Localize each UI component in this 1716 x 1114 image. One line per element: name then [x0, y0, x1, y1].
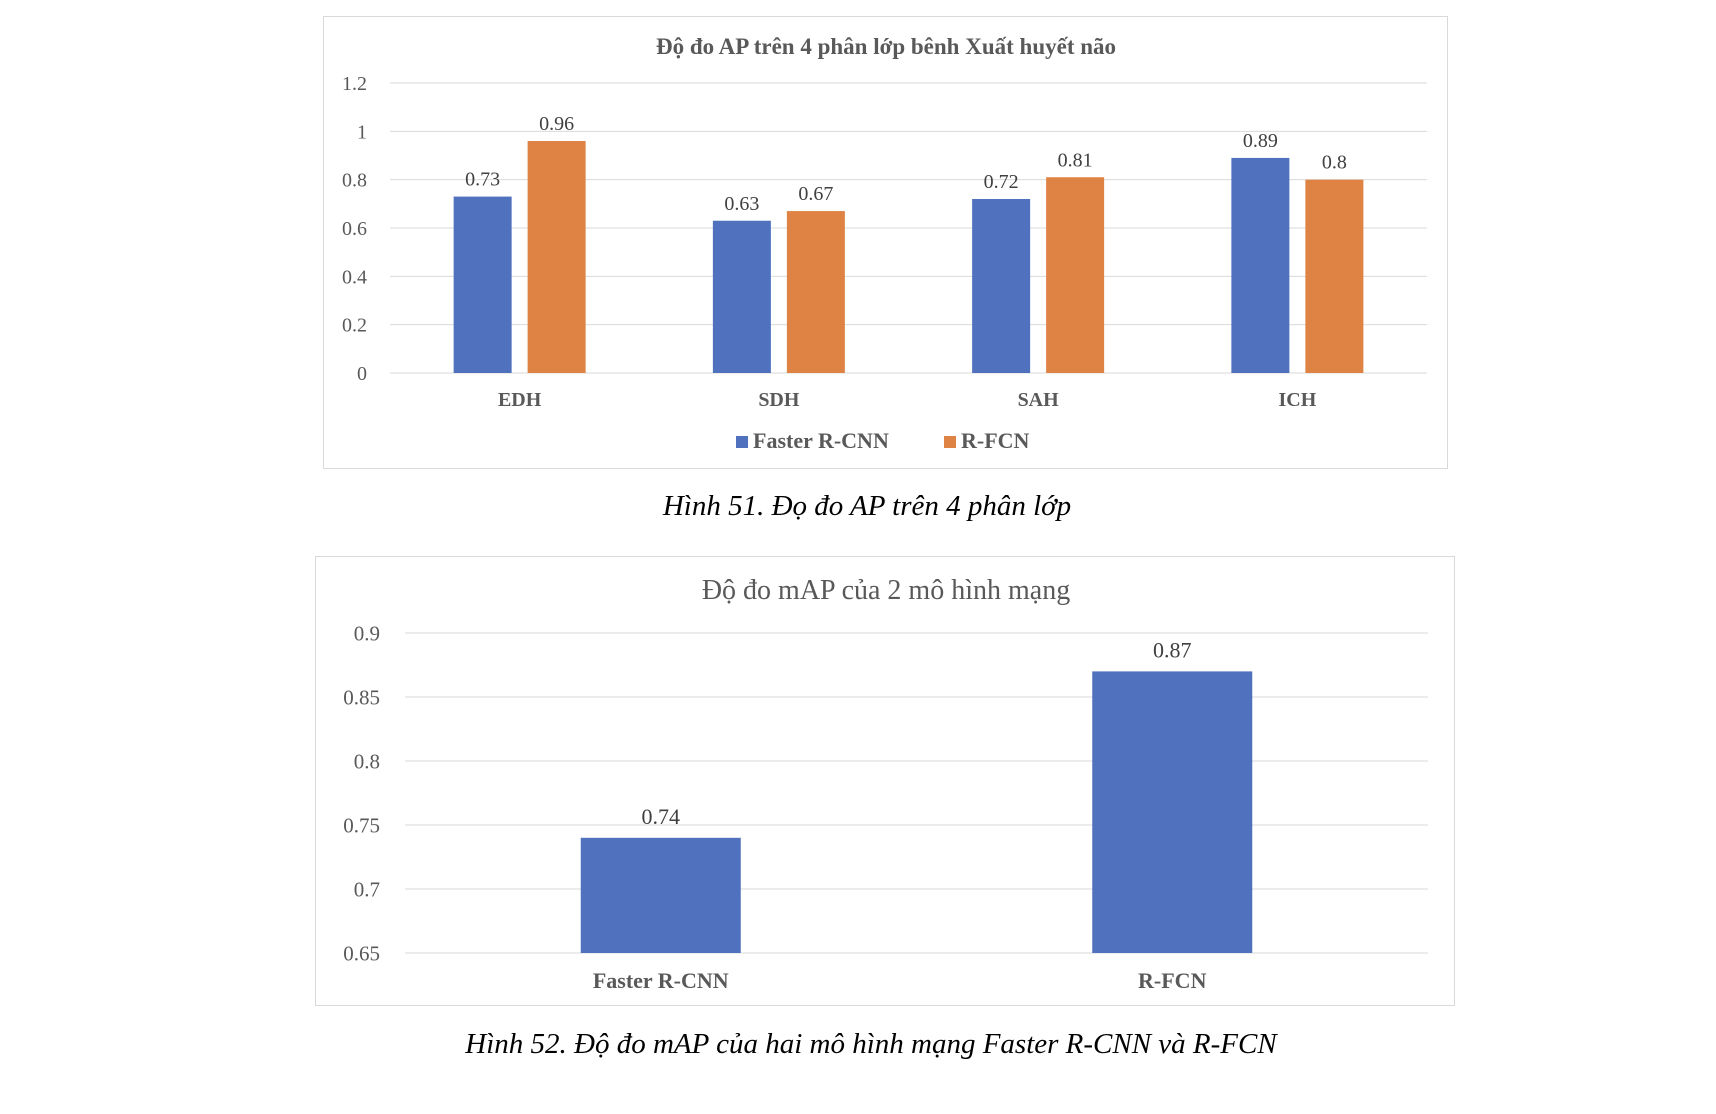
y-tick-label: 0.8: [342, 170, 367, 192]
y-tick-label: 1: [357, 121, 367, 143]
data-label: 0.8: [1322, 152, 1347, 174]
x-category-label: SDH: [758, 389, 800, 411]
bar-sah-1: [1046, 177, 1105, 373]
bar-sdh-1: [786, 211, 845, 373]
x-category-label: Faster R-CNN: [593, 968, 729, 993]
bar-r-fcn-0: [1092, 671, 1253, 953]
y-tick-label: 0.8: [354, 749, 380, 773]
data-label: 0.67: [798, 183, 833, 205]
data-label: 0.81: [1058, 149, 1093, 171]
y-tick-label: 0.6: [342, 218, 367, 240]
y-tick-label: 0.65: [343, 941, 380, 965]
y-tick-label: 0.9: [354, 621, 380, 645]
figure-52-caption: Hình 52. Độ đo mAP của hai mô hình mạng …: [465, 1028, 1277, 1060]
y-tick-label: 0.85: [343, 685, 380, 709]
bar-ich-0: [1231, 157, 1290, 373]
x-category-label: R-FCN: [1138, 968, 1207, 993]
data-label: 0.63: [724, 193, 759, 215]
y-tick-label: 0.2: [342, 315, 367, 337]
data-label: 0.96: [539, 113, 574, 135]
legend-swatch: [944, 436, 956, 448]
chart-title: Độ đo AP trên 4 phân lớp bênh Xuất huyết…: [656, 34, 1116, 59]
data-label: 0.89: [1243, 130, 1278, 152]
bar-faster-r-cnn-0: [580, 837, 741, 953]
data-label: 0.73: [465, 169, 500, 191]
data-label: 0.72: [984, 171, 1019, 193]
bar-sah-0: [972, 199, 1031, 373]
x-category-label: ICH: [1278, 389, 1316, 411]
x-category-label: EDH: [498, 389, 542, 411]
x-category-label: SAH: [1018, 389, 1060, 411]
map-chart-frame: Độ đo mAP của 2 mô hình mạng 0.65 0.7 0.75 0…: [315, 556, 1455, 1006]
y-tick-label: 0.75: [343, 813, 380, 837]
bar-sdh-0: [712, 220, 771, 373]
data-label: 0.87: [1153, 637, 1192, 662]
ap-bar-chart: Độ đo AP trên 4 phân lớp bênh Xuất huyết…: [342, 34, 1427, 453]
y-tick-label: 1.2: [342, 73, 367, 95]
legend-label: R-FCN: [961, 428, 1030, 453]
y-tick-label: 0: [357, 363, 367, 385]
bar-edh-1: [527, 141, 586, 373]
chart-title: Độ đo mAP của 2 mô hình mạng: [702, 575, 1070, 606]
ap-chart-frame: Độ đo AP trên 4 phân lớp bênh Xuất huyết…: [323, 16, 1448, 469]
y-tick-label: 0.4: [342, 266, 367, 288]
data-label: 0.74: [642, 804, 681, 829]
bar-ich-1: [1305, 179, 1364, 373]
map-bar-chart: Độ đo mAP của 2 mô hình mạng 0.65 0.7 0.75 0…: [343, 575, 1428, 993]
y-tick-label: 0.7: [354, 877, 380, 901]
legend-swatch: [736, 436, 748, 448]
bar-edh-0: [453, 196, 512, 373]
legend-label: Faster R-CNN: [753, 428, 889, 453]
figure-51-caption: Hình 51. Đọ đo AP trên 4 phân lớp: [662, 490, 1072, 522]
